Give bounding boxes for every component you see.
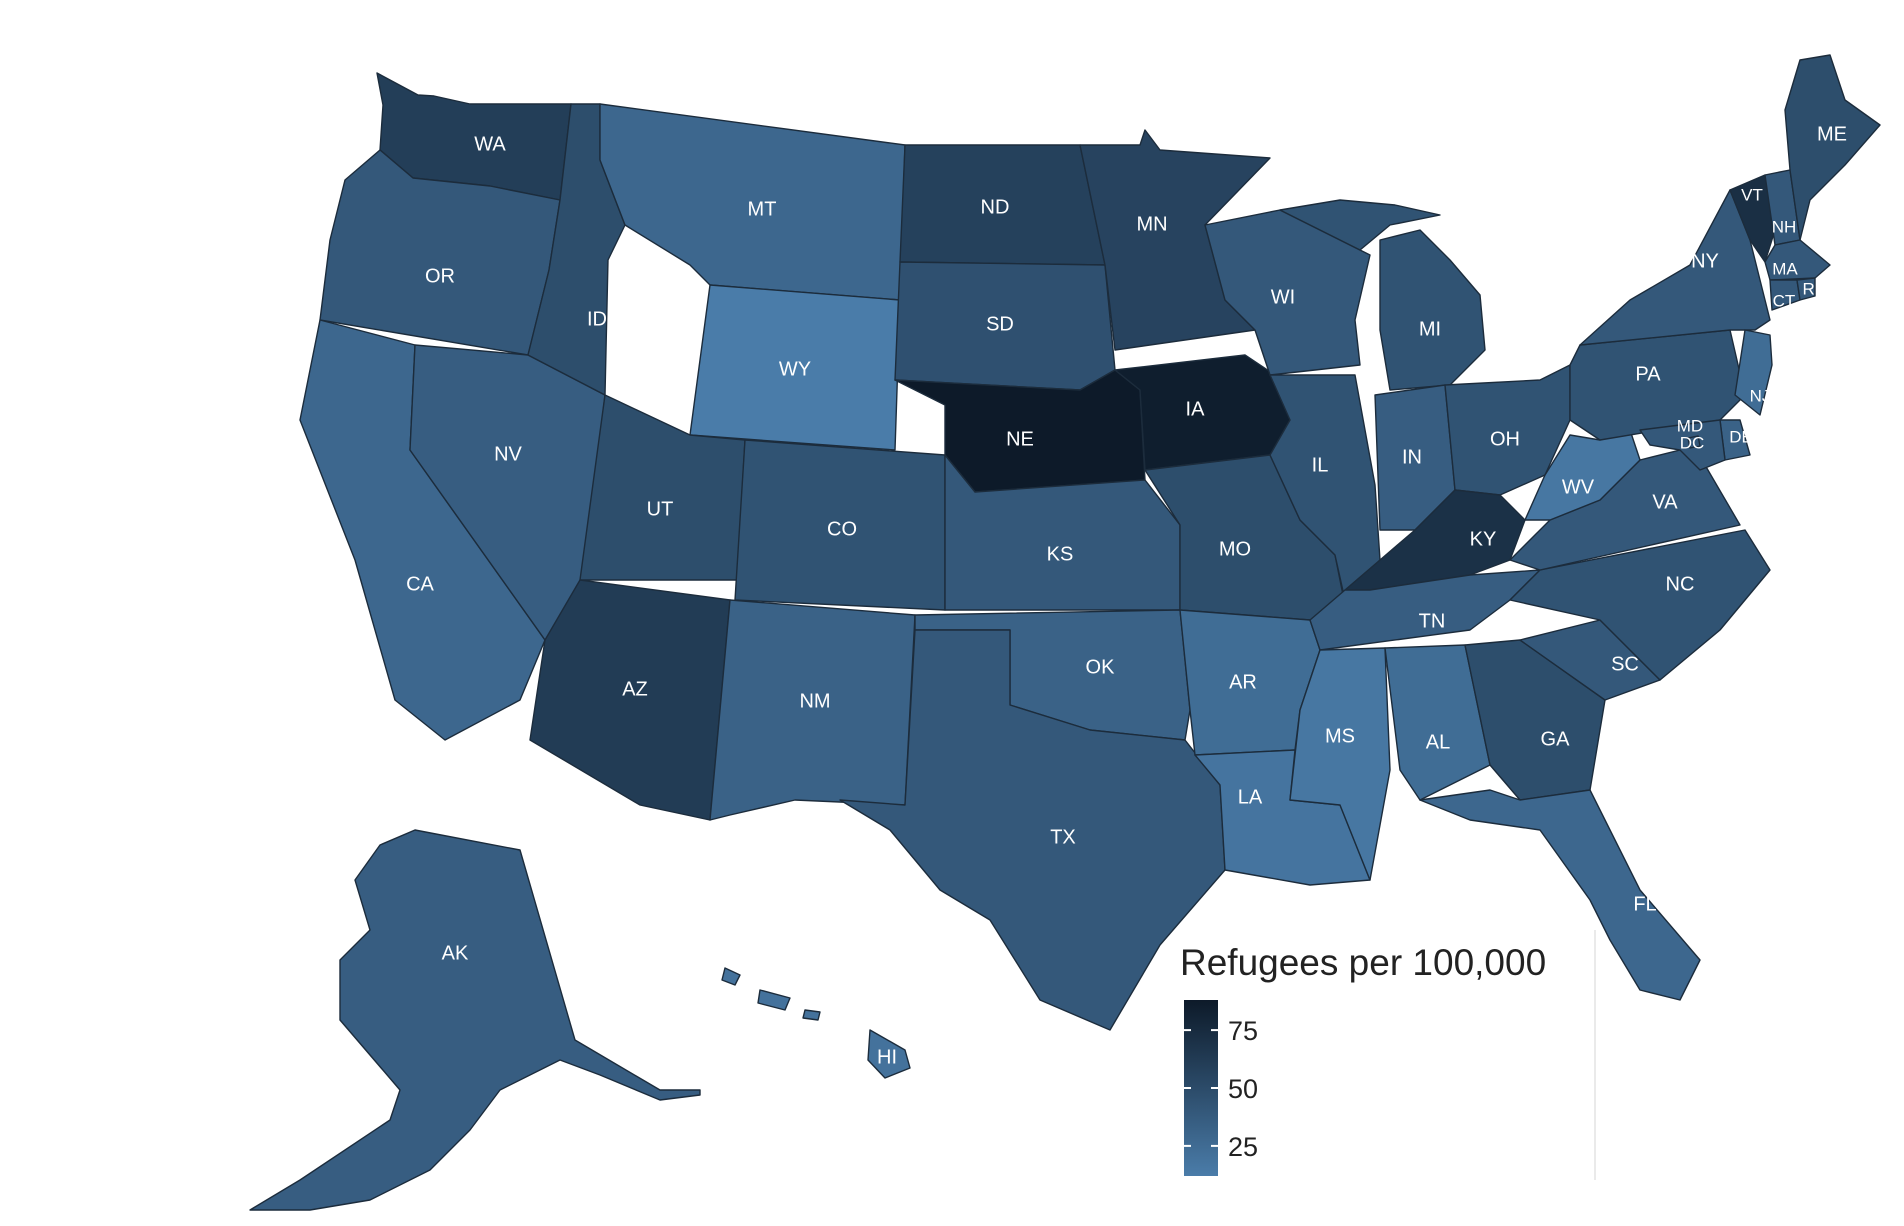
state-il	[1269, 374, 1381, 601]
state-label-tn: TN	[1419, 610, 1446, 632]
state-label-ny: NY	[1691, 250, 1719, 272]
state-label-nc: NC	[1666, 573, 1695, 595]
state-label-wv: WV	[1562, 476, 1595, 498]
state-label-dc: DC	[1680, 433, 1705, 452]
state-label-vt: VT	[1741, 185, 1763, 204]
legend-title: Refugees per 100,000	[1180, 942, 1546, 983]
state-al	[1384, 644, 1491, 801]
legend-ticks: 75 50 25	[1184, 1016, 1258, 1162]
state-ny	[1579, 189, 1771, 346]
state-label-ut: UT	[647, 498, 674, 520]
state-hi	[721, 967, 911, 1079]
state-label-ri: RI	[1803, 279, 1820, 298]
states-layer	[249, 54, 1881, 1211]
state-label-de: DE	[1729, 427, 1753, 446]
state-label-or: OR	[425, 265, 455, 287]
state-label-hi: HI	[877, 1046, 897, 1068]
state-label-pa: PA	[1635, 363, 1661, 385]
state-nc	[1509, 529, 1771, 681]
state-label-sc: SC	[1611, 653, 1639, 675]
state-label-sd: SD	[986, 313, 1014, 335]
state-label-nj: NJ	[1750, 386, 1771, 405]
state-label-fl: FL	[1633, 893, 1656, 915]
state-label-tx: TX	[1050, 826, 1076, 848]
state-label-la: LA	[1238, 786, 1263, 808]
state-mi	[1279, 199, 1486, 391]
state-label-wa: WA	[474, 133, 506, 155]
state-label-nm: NM	[799, 690, 830, 712]
state-label-in: IN	[1402, 446, 1422, 468]
state-label-nh: NH	[1772, 217, 1797, 236]
state-label-ok: OK	[1086, 656, 1116, 678]
state-dc	[1687, 435, 1701, 449]
state-label-az: AZ	[622, 678, 648, 700]
state-nj	[1734, 329, 1773, 416]
state-fl	[1419, 789, 1701, 1001]
state-label-ne: NE	[1006, 428, 1034, 450]
legend-tick-label: 75	[1228, 1016, 1258, 1046]
state-label-il: IL	[1312, 454, 1329, 476]
legend-tick-label: 50	[1228, 1074, 1258, 1104]
state-label-ky: KY	[1470, 528, 1497, 550]
state-md	[1639, 419, 1726, 471]
legend-tick-label: 25	[1228, 1132, 1258, 1162]
state-label-me: ME	[1817, 123, 1847, 145]
state-label-va: VA	[1652, 491, 1678, 513]
state-wy	[689, 284, 901, 451]
legend: Refugees per 100,000 75 50 25	[1180, 930, 1596, 1180]
state-label-ar: AR	[1229, 671, 1257, 693]
state-label-wi: WI	[1271, 286, 1295, 308]
state-label-ia: IA	[1186, 398, 1206, 420]
state-label-nv: NV	[494, 443, 522, 465]
state-ak	[249, 829, 701, 1211]
state-tx	[839, 629, 1226, 1031]
state-label-ct: CT	[1773, 291, 1796, 310]
state-labels-layer: WA OR CA NV ID MT WY UT AZ CO NM ND SD NE KS OK TX MN IA MO…	[406, 123, 1847, 1068]
state-label-mt: MT	[748, 198, 777, 220]
state-me	[1784, 54, 1881, 241]
state-label-co: CO	[827, 518, 857, 540]
state-label-wy: WY	[779, 358, 811, 380]
state-label-mn: MN	[1136, 213, 1167, 235]
state-label-ms: MS	[1325, 725, 1355, 747]
state-label-oh: OH	[1490, 428, 1520, 450]
state-label-al: AL	[1426, 731, 1450, 753]
state-label-nd: ND	[981, 196, 1010, 218]
state-ms	[1289, 647, 1391, 881]
state-label-md: MD	[1677, 416, 1703, 435]
state-label-mo: MO	[1219, 538, 1251, 560]
state-label-ma: MA	[1772, 259, 1798, 278]
state-label-ga: GA	[1541, 728, 1571, 750]
state-label-ak: AK	[442, 942, 469, 964]
state-label-mi: MI	[1419, 318, 1441, 340]
state-ri	[1796, 277, 1816, 301]
state-vt	[1729, 174, 1776, 263]
state-label-id: ID	[587, 308, 607, 330]
state-label-ca: CA	[406, 573, 434, 595]
state-label-ks: KS	[1047, 543, 1074, 565]
